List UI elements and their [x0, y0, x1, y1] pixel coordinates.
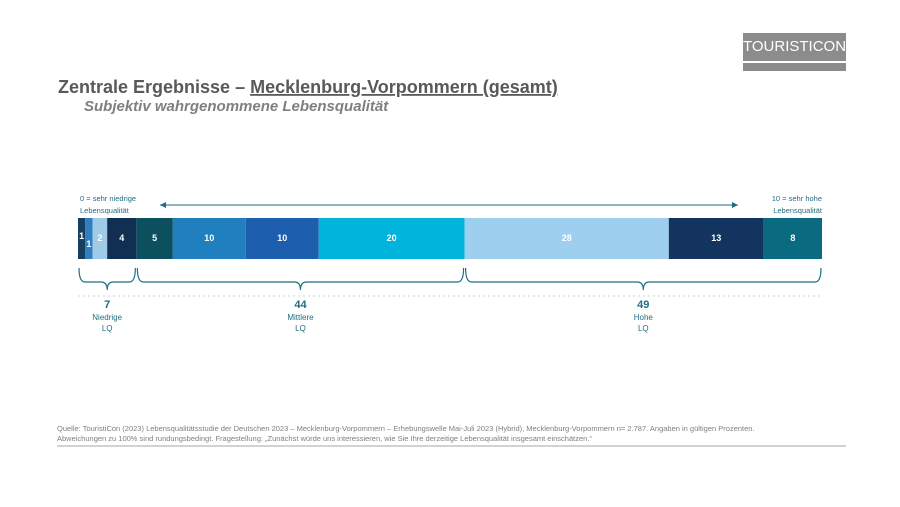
- scale-end: 10 = sehr hohe: [772, 194, 822, 203]
- bar-segment: [245, 218, 319, 259]
- subtitle: Subjektiv wahrgenommene Lebensqualität: [84, 98, 389, 115]
- group-name: Mittlere: [287, 313, 314, 322]
- segment-label: 4: [119, 233, 124, 243]
- group-value: 49: [637, 299, 649, 311]
- segment-label: 1: [86, 239, 91, 249]
- bar-segment: [318, 218, 465, 259]
- segment-label: 10: [277, 233, 287, 243]
- group-brace: [78, 267, 136, 291]
- group-brace: [464, 267, 822, 291]
- footnote: Quelle: TouristiCon (2023) Lebensqualitä…: [57, 424, 755, 433]
- logo-box: [743, 33, 846, 61]
- scale-start: 0 = sehr niedrige: [80, 194, 136, 203]
- scale-end: Lebensqualität: [773, 206, 823, 215]
- bar-segment: [464, 218, 669, 259]
- segment-label: 2: [97, 233, 102, 243]
- logo: TOURISTICON: [743, 38, 846, 55]
- title-region: Mecklenburg-Vorpommern (gesamt): [250, 77, 558, 97]
- segment-label: 20: [387, 233, 397, 243]
- group-name: LQ: [102, 324, 113, 333]
- bar-segment: [172, 218, 246, 259]
- logo-bar: [743, 63, 846, 71]
- segment-label: 13: [711, 233, 721, 243]
- segment-label: 28: [562, 233, 572, 243]
- footnote: Abweichungen zu 100% sind rundungsbeding…: [57, 434, 592, 443]
- group-name: LQ: [638, 324, 649, 333]
- group-name: Niedrige: [92, 313, 122, 322]
- segment-label: 1: [79, 231, 84, 241]
- bar-segment: [136, 218, 173, 259]
- bar-segment: [92, 218, 108, 259]
- group-value: 44: [294, 299, 307, 311]
- scale-start: Lebensqualität: [80, 206, 130, 215]
- bar-segment: [107, 218, 137, 259]
- group-value: 7: [104, 299, 110, 311]
- bar-segment: [85, 218, 93, 259]
- chart-title: Zentrale Ergebnisse – Mecklenburg-Vorpom…: [58, 77, 558, 97]
- bar-segment: [763, 218, 822, 259]
- segment-label: 10: [204, 233, 214, 243]
- segment-label: 8: [790, 233, 795, 243]
- group-brace: [136, 267, 465, 291]
- segment-label: 5: [152, 233, 157, 243]
- bar-segment: [668, 218, 764, 259]
- group-name: LQ: [295, 324, 306, 333]
- group-name: Hohe: [634, 313, 654, 322]
- bar-segment: [78, 218, 86, 259]
- title-part: Zentrale Ergebnisse –: [58, 77, 250, 97]
